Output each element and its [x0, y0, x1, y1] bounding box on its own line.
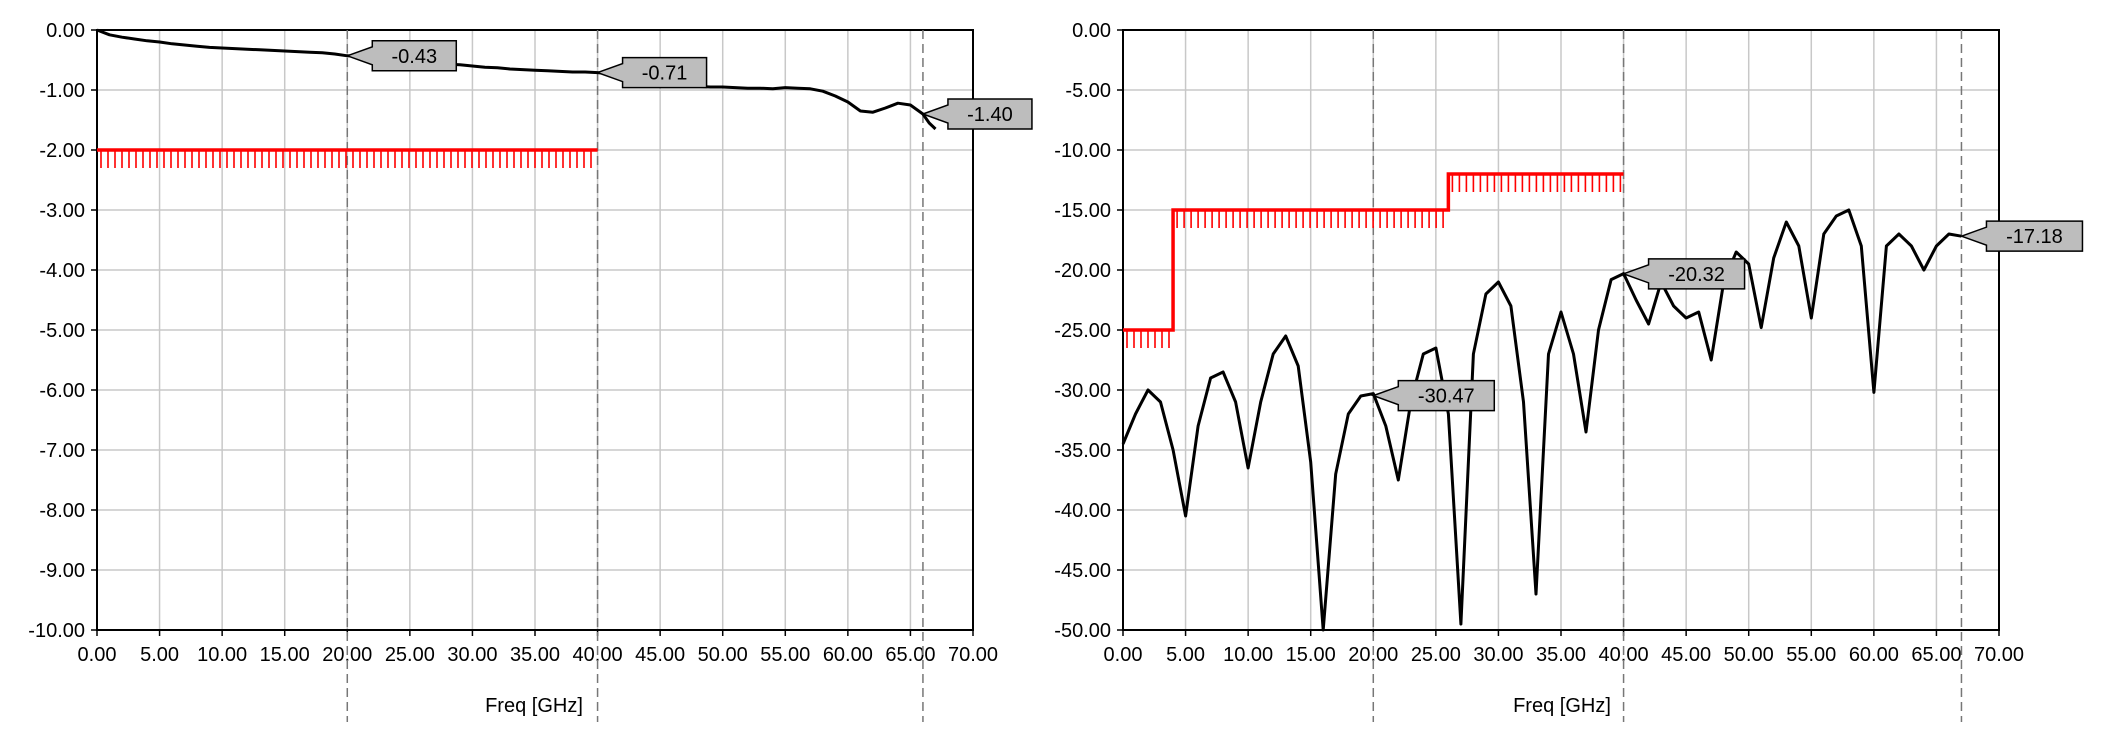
y-tick-label: -40.00	[1054, 500, 1111, 522]
x-tick-label: 15.00	[260, 644, 310, 666]
marker-callout-box	[1371, 379, 1496, 412]
y-tick-label: -10.00	[28, 620, 85, 642]
y-tick-label: -20.00	[1054, 260, 1111, 282]
y-tick-label: -15.00	[1054, 200, 1111, 222]
marker-callout-box	[1621, 258, 1746, 290]
x-tick-label: 70.00	[948, 644, 998, 666]
x-tick-label: 70.00	[1974, 644, 2024, 666]
y-tick-label: -2.00	[39, 140, 85, 162]
x-tick-label: 55.00	[760, 644, 810, 666]
marker-callout-box	[920, 98, 1033, 130]
marker-value-label: -17.18	[2006, 226, 2063, 248]
limit-line-hatch	[1126, 330, 1170, 348]
y-tick-label: -5.00	[1065, 80, 1111, 102]
chart-right-x-axis-label: Freq [GHz]	[1513, 695, 1611, 717]
x-tick-label: 45.00	[635, 644, 685, 666]
series-line	[96, 28, 937, 131]
limit-line-hatch	[1451, 174, 1622, 192]
y-tick-label: -6.00	[39, 380, 85, 402]
marker-value-label: -1.40	[967, 104, 1013, 126]
y-tick-label: -35.00	[1054, 440, 1111, 462]
y-tick-label: -10.00	[1054, 140, 1111, 162]
x-tick-label: 25.00	[1411, 644, 1461, 666]
marker-value-label: -30.47	[1418, 386, 1475, 408]
limit-line-hatch	[100, 150, 592, 168]
marker-value-label: -20.32	[1668, 264, 1725, 286]
y-tick-label: -50.00	[1054, 620, 1111, 642]
marker-value-label: -0.43	[391, 46, 437, 68]
x-tick-label: 35.00	[510, 644, 560, 666]
x-tick-label: 0.00	[1104, 644, 1143, 666]
y-tick-label: -25.00	[1054, 320, 1111, 342]
x-tick-label: 55.00	[1786, 644, 1836, 666]
y-tick-label: 0.00	[1072, 20, 1111, 42]
marker-callout-box	[345, 40, 458, 72]
chart-right: 0.00 5.00 10.00 15.00 20.00 25.00 30.00 35.00 40…	[1054, 20, 2084, 722]
x-tick-label: 25.00	[385, 644, 435, 666]
y-tick-label: -9.00	[39, 560, 85, 582]
y-tick-label: -5.00	[39, 320, 85, 342]
x-tick-label: 60.00	[823, 644, 873, 666]
x-tick-label: 50.00	[1724, 644, 1774, 666]
x-tick-label: 5.00	[140, 644, 179, 666]
x-tick-label: 10.00	[1223, 644, 1273, 666]
y-tick-label: -30.00	[1054, 380, 1111, 402]
x-tick-label: 35.00	[1536, 644, 1586, 666]
x-tick-label: 15.00	[1286, 644, 1336, 666]
x-tick-label: 5.00	[1166, 644, 1205, 666]
x-tick-label: 60.00	[1849, 644, 1899, 666]
series-line	[1121, 208, 1962, 632]
x-tick-label: 30.00	[447, 644, 497, 666]
x-tick-label: 65.00	[885, 644, 935, 666]
x-tick-label: 10.00	[197, 644, 247, 666]
y-tick-label: -1.00	[39, 80, 85, 102]
chart-left: 0.00 5.00 10.00 15.00 20.00 25.00 30.00 35.00 40…	[28, 20, 1033, 722]
x-tick-label: 45.00	[1661, 644, 1711, 666]
marker-callout-box	[595, 56, 708, 89]
marker-value-label: -0.71	[642, 63, 688, 85]
y-tick-label: -7.00	[39, 440, 85, 462]
marker-callout-box	[1959, 220, 2084, 252]
y-tick-label: -4.00	[39, 260, 85, 282]
x-tick-label: 65.00	[1911, 644, 1961, 666]
y-tick-label: -45.00	[1054, 560, 1111, 582]
y-tick-label: -3.00	[39, 200, 85, 222]
y-tick-label: -8.00	[39, 500, 85, 522]
x-tick-label: 30.00	[1473, 644, 1523, 666]
limit-line-hatch	[1176, 210, 1444, 228]
y-tick-label: 0.00	[46, 20, 85, 42]
x-tick-label: 50.00	[698, 644, 748, 666]
x-tick-label: 0.00	[78, 644, 117, 666]
chart-left-x-axis-label: Freq [GHz]	[485, 695, 583, 717]
